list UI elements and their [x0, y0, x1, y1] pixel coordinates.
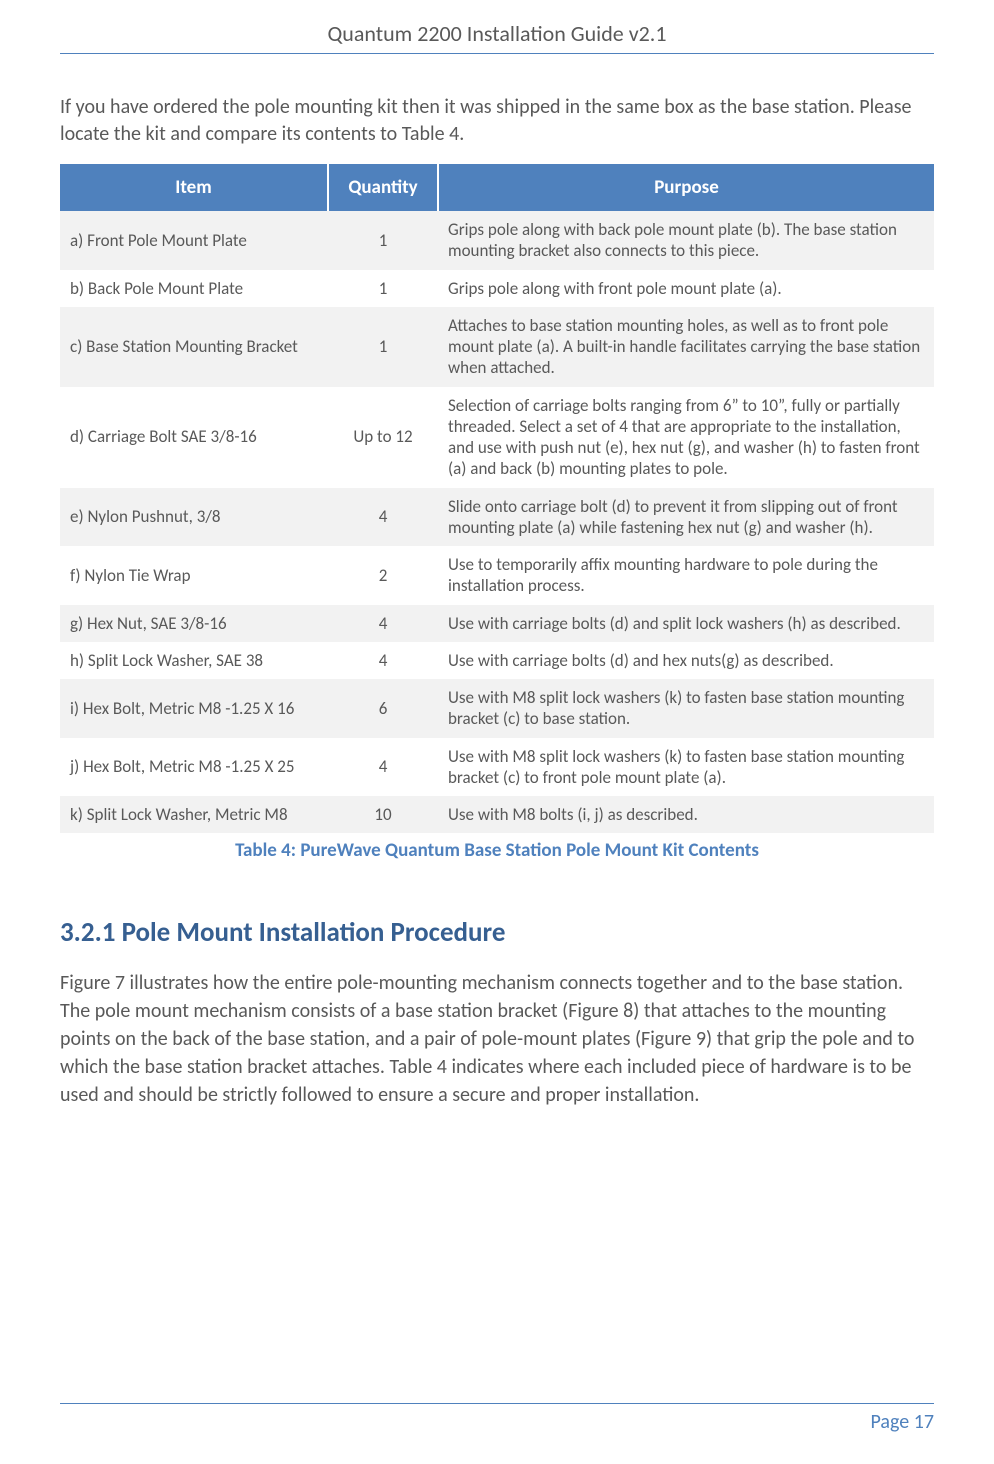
- intro-paragraph: If you have ordered the pole mounting ki…: [60, 94, 934, 148]
- cell-quantity: 4: [328, 642, 438, 679]
- cell-quantity: 4: [328, 738, 438, 797]
- table-row: h) Split Lock Washer, SAE 384Use with ca…: [60, 642, 934, 679]
- cell-quantity: 4: [328, 488, 438, 547]
- table-header-row: Item Quantity Purpose: [60, 164, 934, 211]
- table-row: b) Back Pole Mount Plate1Grips pole alon…: [60, 270, 934, 307]
- table-row: d) Carriage Bolt SAE 3/8-16Up to 12Selec…: [60, 387, 934, 488]
- cell-item: k) Split Lock Washer, Metric M8: [60, 796, 328, 833]
- cell-item: f) Nylon Tie Wrap: [60, 546, 328, 605]
- page-number: Page 17: [871, 1410, 934, 1434]
- cell-purpose: Use to temporarily affix mounting hardwa…: [438, 546, 934, 605]
- cell-quantity: 10: [328, 796, 438, 833]
- table-row: g) Hex Nut, SAE 3/8-164Use with carriage…: [60, 605, 934, 642]
- col-header-purpose: Purpose: [438, 164, 934, 211]
- table-row: j) Hex Bolt, Metric M8 -1.25 X 254Use wi…: [60, 738, 934, 797]
- table-row: i) Hex Bolt, Metric M8 -1.25 X 166Use wi…: [60, 679, 934, 738]
- cell-purpose: Use with M8 split lock washers (k) to fa…: [438, 679, 934, 738]
- cell-item: h) Split Lock Washer, SAE 38: [60, 642, 328, 679]
- cell-item: c) Base Station Mounting Bracket: [60, 307, 328, 387]
- cell-quantity: Up to 12: [328, 387, 438, 488]
- table-row: k) Split Lock Washer, Metric M810Use wit…: [60, 796, 934, 833]
- cell-item: a) Front Pole Mount Plate: [60, 211, 328, 270]
- table-row: e) Nylon Pushnut, 3/84Slide onto carriag…: [60, 488, 934, 547]
- cell-quantity: 4: [328, 605, 438, 642]
- table4-caption: Table 4: PureWave Quantum Base Station P…: [60, 839, 934, 862]
- cell-quantity: 1: [328, 270, 438, 307]
- cell-purpose: Use with M8 bolts (i, j) as described.: [438, 796, 934, 833]
- cell-item: b) Back Pole Mount Plate: [60, 270, 328, 307]
- col-header-quantity: Quantity: [328, 164, 438, 211]
- table-row: a) Front Pole Mount Plate1Grips pole alo…: [60, 211, 934, 270]
- cell-item: e) Nylon Pushnut, 3/8: [60, 488, 328, 547]
- cell-purpose: Use with carriage bolts (d) and hex nuts…: [438, 642, 934, 679]
- page-footer: Page 17: [60, 1403, 934, 1434]
- cell-purpose: Use with M8 split lock washers (k) to fa…: [438, 738, 934, 797]
- cell-quantity: 2: [328, 546, 438, 605]
- cell-purpose: Grips pole along with back pole mount pl…: [438, 211, 934, 270]
- cell-item: j) Hex Bolt, Metric M8 -1.25 X 25: [60, 738, 328, 797]
- cell-quantity: 1: [328, 307, 438, 387]
- section-body-3-2-1: Figure 7 illustrates how the entire pole…: [60, 969, 934, 1109]
- cell-purpose: Slide onto carriage bolt (d) to prevent …: [438, 488, 934, 547]
- col-header-item: Item: [60, 164, 328, 211]
- table-row: f) Nylon Tie Wrap2Use to temporarily aff…: [60, 546, 934, 605]
- page-header-title: Quantum 2200 Installation Guide v2.1: [60, 20, 934, 54]
- table-row: c) Base Station Mounting Bracket1Attache…: [60, 307, 934, 387]
- cell-purpose: Attaches to base station mounting holes,…: [438, 307, 934, 387]
- cell-item: i) Hex Bolt, Metric M8 -1.25 X 16: [60, 679, 328, 738]
- cell-purpose: Grips pole along with front pole mount p…: [438, 270, 934, 307]
- cell-item: d) Carriage Bolt SAE 3/8-16: [60, 387, 328, 488]
- cell-quantity: 1: [328, 211, 438, 270]
- document-page: Quantum 2200 Installation Guide v2.1 If …: [0, 0, 994, 1464]
- section-heading-3-2-1: 3.2.1 Pole Mount Installation Procedure: [60, 916, 934, 949]
- cell-purpose: Use with carriage bolts (d) and split lo…: [438, 605, 934, 642]
- cell-quantity: 6: [328, 679, 438, 738]
- table4-kit-contents: Item Quantity Purpose a) Front Pole Moun…: [60, 164, 934, 833]
- cell-item: g) Hex Nut, SAE 3/8-16: [60, 605, 328, 642]
- cell-purpose: Selection of carriage bolts ranging from…: [438, 387, 934, 488]
